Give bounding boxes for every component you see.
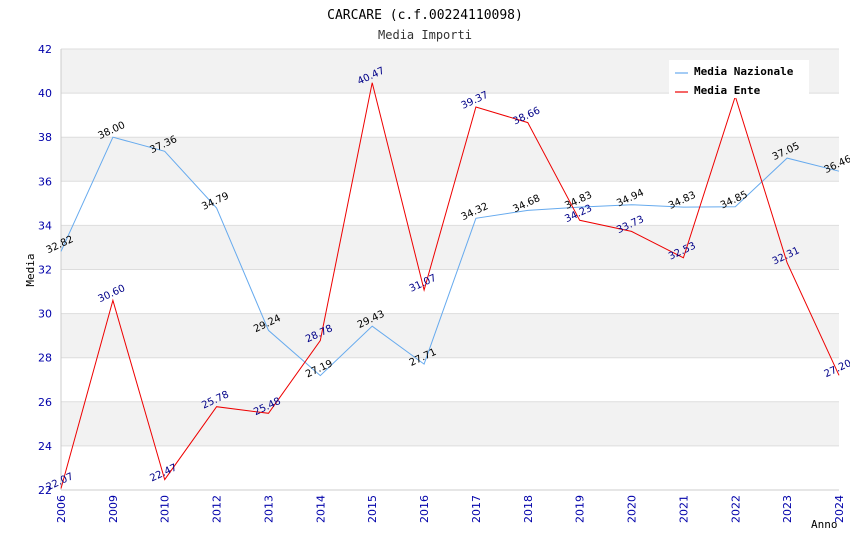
band-32 xyxy=(61,225,839,270)
y-tick-labels: 22 24 26 28 30 32 34 36 38 40 42 xyxy=(38,43,52,497)
y-tick-label-34: 34 xyxy=(38,219,52,232)
chart-title: CARCARE (c.f.00224110098) xyxy=(327,8,523,23)
x-tick-label-2023: 2023 xyxy=(781,495,794,523)
x-tick-label-2010: 2010 xyxy=(159,495,172,523)
y-tick-label-42: 42 xyxy=(38,43,52,56)
y-tick-label-30: 30 xyxy=(38,308,52,321)
x-tick-label-2024: 2024 xyxy=(833,495,846,523)
series-line-media-ente xyxy=(60,82,840,489)
legend-label-media-nazionale: Media Nazionale xyxy=(694,65,794,78)
band-28 xyxy=(61,313,839,358)
y-tick-label-36: 36 xyxy=(38,175,52,188)
legend-label-media-ente: Media Ente xyxy=(694,84,761,97)
legend: Media Nazionale Media Ente xyxy=(669,60,809,98)
x-tick-label-2022: 2022 xyxy=(729,495,742,523)
x-tick-label-2006: 2006 xyxy=(55,495,68,523)
band-34 xyxy=(61,181,839,226)
x-tick-label-2016: 2016 xyxy=(418,495,431,523)
band-22 xyxy=(61,445,839,490)
x-tick-label-2015: 2015 xyxy=(366,495,379,523)
band-26 xyxy=(61,357,839,402)
x-tick-label-2019: 2019 xyxy=(574,495,587,523)
x-tick-labels: 2006 2009 2010 2012 2013 2014 2015 2016 2017 2018… xyxy=(55,495,846,523)
chart-subtitle: Media Importi xyxy=(378,28,472,42)
y-tick-label-26: 26 xyxy=(38,396,52,409)
y-tick-label-28: 28 xyxy=(38,352,52,365)
x-tick-label-2014: 2014 xyxy=(314,495,327,523)
y-tick-label-32: 32 xyxy=(38,264,52,277)
legend-box xyxy=(669,60,809,98)
band-24 xyxy=(61,401,839,446)
x-axis-title: Anno xyxy=(811,518,838,531)
y-tick-label-24: 24 xyxy=(38,440,52,453)
x-tick-label-2017: 2017 xyxy=(470,495,483,523)
y-tick-label-38: 38 xyxy=(38,131,52,144)
x-tick-label-2021: 2021 xyxy=(677,495,690,523)
x-tick-label-2018: 2018 xyxy=(522,495,535,523)
series-lines xyxy=(60,82,840,489)
band-36 xyxy=(61,137,839,182)
y-axis-title: Media xyxy=(24,253,37,286)
y-tick-label-22: 22 xyxy=(38,484,52,497)
band-38 xyxy=(61,93,839,138)
y-tick-label-40: 40 xyxy=(38,87,52,100)
x-tick-label-2012: 2012 xyxy=(211,495,224,523)
series-line-media-nazionale xyxy=(60,136,840,377)
axes xyxy=(60,49,839,491)
x-tick-label-2020: 2020 xyxy=(626,495,639,523)
x-tick-label-2013: 2013 xyxy=(262,495,275,523)
x-tick-label-2009: 2009 xyxy=(107,495,120,523)
